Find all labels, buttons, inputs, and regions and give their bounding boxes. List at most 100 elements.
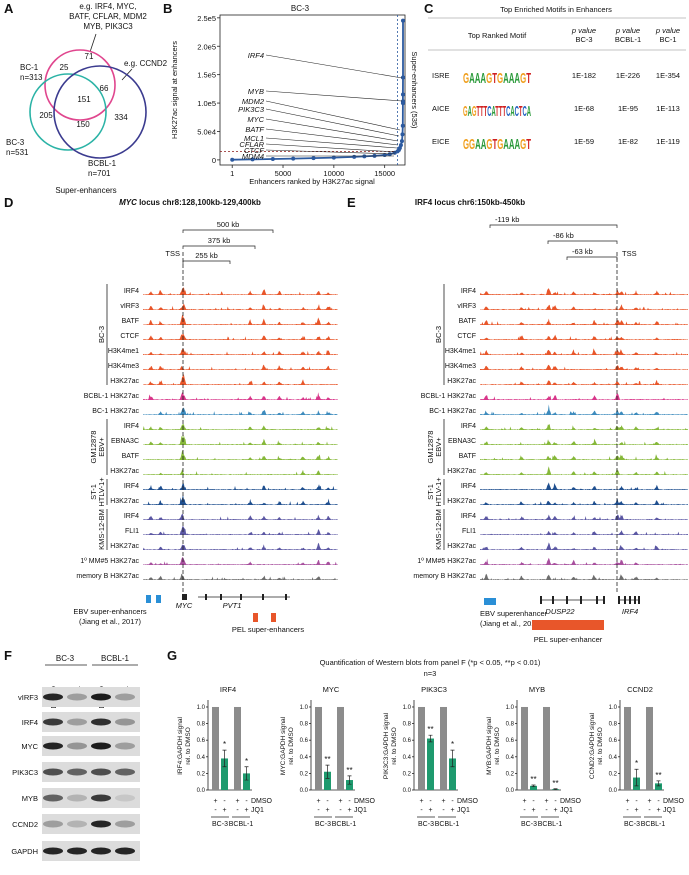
y-axis-label: rel. to DMSO: [185, 727, 192, 765]
track-label: 1º MM#5 H3K27ac: [417, 558, 476, 565]
point: [400, 92, 405, 97]
legend-label: JQ1: [354, 807, 367, 814]
motif-letter: T: [480, 103, 484, 120]
signal-track: [143, 286, 338, 295]
x-axis-label: Enhancers ranked by H3K27ac signal: [249, 177, 375, 186]
set-name: BC-1: [20, 63, 39, 72]
point: [400, 18, 405, 23]
y-tick-label: 0.2: [197, 771, 206, 777]
protein-label: vIRF3: [18, 693, 38, 702]
track-label: FLI1: [462, 528, 476, 535]
treatment-sign: -: [554, 798, 557, 805]
chart-title: BC-3: [291, 4, 310, 13]
motif-letter: A: [515, 136, 521, 153]
treatment-sign: -: [626, 807, 629, 814]
point: [399, 139, 404, 144]
y-tick-label: 0.4: [197, 755, 206, 761]
y-tick-label: 0.8: [197, 722, 206, 728]
legend-label: DMSO: [457, 798, 479, 805]
blot-band: [43, 742, 63, 750]
track-label: IRF4: [461, 423, 476, 430]
motif-letter: A: [527, 103, 531, 120]
scale-label: 255 kb: [195, 251, 218, 260]
ebv-label: EBV super-enhancers: [73, 607, 147, 616]
protein-label: IRF4: [22, 718, 38, 727]
motif-letter: T: [492, 136, 497, 153]
panel-label: C: [424, 1, 434, 16]
y-axis-label: IRF4:GAPDH signal: [177, 717, 184, 775]
motif-letter: G: [486, 70, 492, 87]
motif-letter: G: [463, 70, 469, 87]
signal-track: [143, 392, 338, 400]
region-count: 334: [114, 113, 128, 122]
track-label: IRF4: [124, 423, 139, 430]
gene-exon: [634, 596, 636, 604]
panel-label: A: [4, 1, 14, 16]
protein-label: CCND2: [12, 820, 38, 829]
motif-letter: A: [503, 70, 509, 87]
gene-exon: [580, 596, 582, 604]
motif-letter: G: [472, 103, 477, 120]
signal-track: [143, 423, 338, 430]
signal-track: [143, 482, 338, 490]
p-value: 1E-226: [616, 71, 640, 80]
gene-exon: [205, 594, 207, 600]
blot-band: [115, 794, 135, 802]
bar: [449, 758, 456, 790]
pel-enhancer: [532, 620, 604, 630]
motif-letter: T: [519, 103, 523, 120]
signal-track: [143, 557, 338, 565]
error-bar: [347, 775, 352, 785]
blot-band: [67, 742, 87, 750]
region-count: 205: [39, 111, 53, 120]
y-axis-label: rel. to DMSO: [288, 727, 295, 765]
treatment-sign: +: [634, 807, 638, 814]
gene-exon: [182, 594, 187, 600]
gene-exon: [240, 594, 242, 600]
panel-label: D: [4, 195, 13, 210]
scale-label: 500 kb: [217, 220, 240, 229]
y-tick-label: 0.6: [403, 738, 412, 744]
treatment-sign: -: [635, 798, 638, 805]
signal-track: [143, 303, 338, 310]
motif-letter: G: [486, 136, 492, 153]
p-value: 1E-82: [618, 137, 638, 146]
y-tick-label: 0.4: [506, 755, 515, 761]
significance: **: [530, 775, 536, 784]
panel-title: MYC locus chr8:128,100kb-129,400kb: [119, 198, 261, 207]
gene-exon: [285, 594, 287, 600]
point: [250, 157, 255, 162]
set-count: n=531: [6, 148, 29, 157]
scale-bracket: [182, 260, 231, 264]
motif-letter: G: [469, 136, 475, 153]
x-tick-label: BCBL-1: [641, 821, 666, 828]
ebv-enhancer: [146, 595, 151, 603]
y-tick-label: 0.8: [403, 722, 412, 728]
protein-label: MYB: [22, 794, 38, 803]
scale-bracket: [182, 229, 274, 233]
track-label: BCBL-1 H3K27ac: [84, 393, 140, 400]
annotation-leader: [265, 118, 399, 142]
signal-track: [480, 304, 688, 310]
y-tick-label: 0.8: [506, 722, 515, 728]
x-tick-label: BCBL-1: [538, 821, 563, 828]
x-tick-label: BC-3: [521, 821, 537, 828]
y-tick-label: 1.0: [609, 705, 618, 711]
y-tick-label: 2.0e5: [197, 42, 216, 51]
signal-track: [480, 288, 688, 295]
signal-track: [143, 494, 338, 505]
y-axis-label: CCND2:GAPDH signal: [589, 712, 596, 779]
signal-track: [480, 466, 688, 475]
track-label: H3K27ac: [447, 468, 476, 475]
treatment-sign: -: [339, 807, 342, 814]
signal-track: [480, 573, 688, 580]
motif-letter: G: [463, 103, 468, 120]
track-label: H3K27ac: [110, 378, 139, 385]
chart-title: MYB: [529, 685, 545, 694]
annotation-leader: [265, 137, 398, 149]
group-label: GM12878: [426, 431, 435, 464]
track-label: BATF: [122, 453, 139, 460]
y-tick-label: 0.2: [403, 771, 412, 777]
